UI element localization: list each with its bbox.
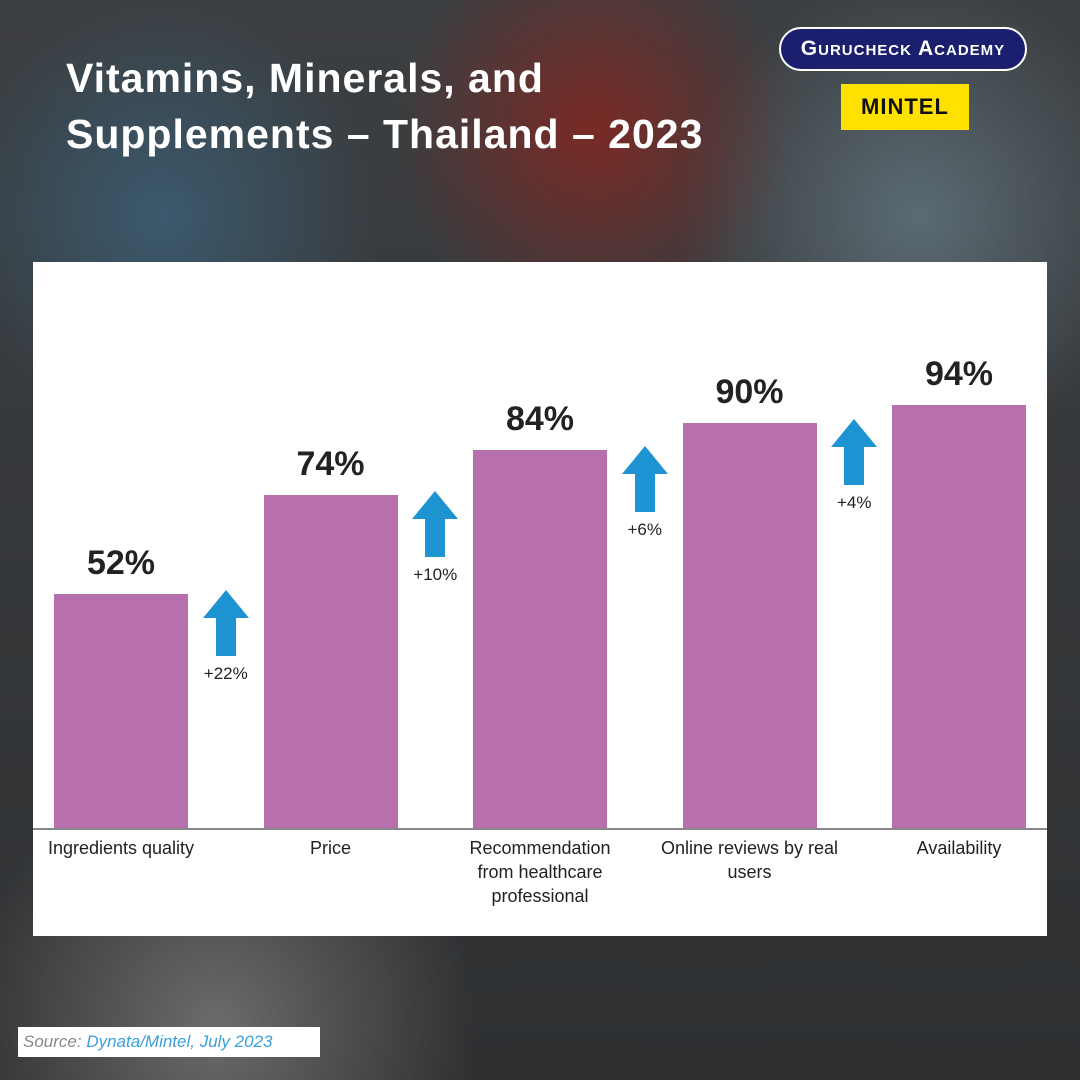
value-label: 90% xyxy=(715,373,784,411)
category-label: Recommendation from healthcare professio… xyxy=(469,838,611,906)
arrow-shape xyxy=(202,590,249,656)
category-label: Price xyxy=(309,838,351,858)
arrow-shape xyxy=(621,446,668,512)
increase-label: +4% xyxy=(837,493,872,512)
bar xyxy=(473,450,607,828)
brand-logo: Gurucheck Academy xyxy=(779,27,1027,71)
arrow-shape xyxy=(831,419,878,485)
partner-logo: MINTEL xyxy=(841,84,969,130)
value-label: 94% xyxy=(924,355,994,393)
chart-panel: 52% Ingredients quality 74% Price 84% Recomme… xyxy=(33,262,1047,936)
increase-label: +22% xyxy=(203,664,248,683)
source-label: Source: xyxy=(23,1032,82,1051)
increase-arrow xyxy=(621,446,668,512)
bar xyxy=(54,594,188,828)
arrow-shape xyxy=(412,491,459,557)
value-label: 84% xyxy=(505,400,575,438)
bar xyxy=(263,495,398,828)
increase-arrow xyxy=(202,590,249,656)
increase-label: +6% xyxy=(627,520,663,539)
baseline xyxy=(33,828,1047,830)
source-text: Dynata/Mintel, July 2023 xyxy=(86,1032,273,1051)
increase-arrow xyxy=(412,491,459,557)
title: Vitamins, Minerals, and Supplements – Th… xyxy=(66,55,704,157)
category-label: Availability xyxy=(916,838,1002,858)
value-label: 52% xyxy=(86,544,156,582)
source-box: Source: Dynata/Mintel, July 2023 xyxy=(18,1027,320,1057)
category-label: Online reviews by real users xyxy=(660,838,839,882)
bar xyxy=(892,405,1026,828)
increase-label: +10% xyxy=(413,565,458,584)
category-label: Ingredients quality xyxy=(47,838,195,858)
bar xyxy=(682,423,817,828)
value-label: 74% xyxy=(296,445,365,483)
increase-arrow xyxy=(831,419,878,485)
